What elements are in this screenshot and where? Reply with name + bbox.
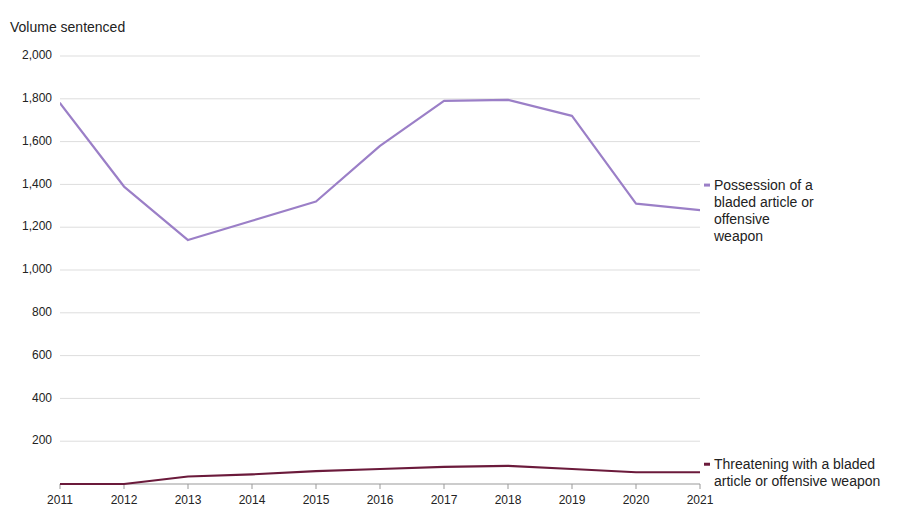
series-label-line: Threatening with a bladed (714, 456, 875, 472)
series-line (60, 466, 700, 484)
x-tick (700, 484, 701, 489)
x-tick-label: 2017 (431, 493, 458, 507)
grid-line (60, 441, 700, 442)
x-tick-label: 2014 (239, 493, 266, 507)
x-tick (316, 484, 317, 489)
x-tick-label: 2012 (111, 493, 138, 507)
grid-line (60, 184, 700, 185)
x-tick (572, 484, 573, 489)
y-axis: 200 400 600 800 1,000 1,200 1,400 1,600 1,800 2,0… (22, 48, 52, 447)
x-tick-label: 2015 (303, 493, 330, 507)
x-tick-label: 2013 (175, 493, 202, 507)
x-tick (380, 484, 381, 489)
x-tick (508, 484, 509, 489)
series-label-line: offensive (714, 211, 770, 227)
grid-line (60, 56, 700, 57)
series-labels: Possession of abladed article oroffensiv… (704, 177, 880, 489)
grid-line (60, 141, 700, 142)
grid-line (60, 355, 700, 356)
x-tick-label: 2019 (559, 493, 586, 507)
x-tick (444, 484, 445, 489)
y-axis-label: Volume sentenced (10, 19, 125, 35)
series-label-line: Possession of a (714, 177, 813, 193)
y-tick-label: 1,800 (22, 91, 52, 105)
y-tick-label: 2,000 (22, 48, 52, 62)
y-tick-label: 400 (32, 391, 52, 405)
x-tick-label: 2018 (495, 493, 522, 507)
y-tick-label: 1,600 (22, 134, 52, 148)
y-tick-label: 200 (32, 433, 52, 447)
chart: 200 400 600 800 1,000 1,200 1,400 1,600 1,800 2,0… (0, 0, 910, 528)
y-tick-label: 1,400 (22, 177, 52, 191)
x-tick-label: 2011 (47, 493, 73, 507)
x-tick-label: 2020 (623, 493, 650, 507)
grid-line (60, 270, 700, 271)
y-tick-label: 1,000 (22, 262, 52, 276)
grid-line (60, 98, 700, 99)
grid-line (60, 398, 700, 399)
x-tick-label: 2016 (367, 493, 394, 507)
y-tick-label: 1,200 (22, 219, 52, 233)
y-tick-label: 600 (32, 348, 52, 362)
grid-line (60, 312, 700, 313)
lines (60, 100, 700, 484)
series-label-key (704, 463, 710, 466)
series-label-line: bladed article or (714, 194, 814, 210)
x-tick-label: 2021 (687, 493, 714, 507)
series-label: Threatening with a bladedarticle or offe… (714, 456, 880, 489)
x-tick (636, 484, 637, 489)
series-label-line: weapon (713, 228, 763, 244)
y-tick-label: 800 (32, 305, 52, 319)
x-axis: 2011 2012 2013 2014 2015 2016 2017 2018 2019 2020… (47, 484, 714, 507)
series-line (60, 100, 700, 240)
x-tick (188, 484, 189, 489)
y-grid (60, 56, 700, 441)
x-tick (252, 484, 253, 489)
grid-line (60, 227, 700, 228)
series-label-line: article or offensive weapon (714, 473, 880, 489)
series-label-key (704, 184, 710, 187)
series-label: Possession of abladed article oroffensiv… (713, 177, 814, 244)
